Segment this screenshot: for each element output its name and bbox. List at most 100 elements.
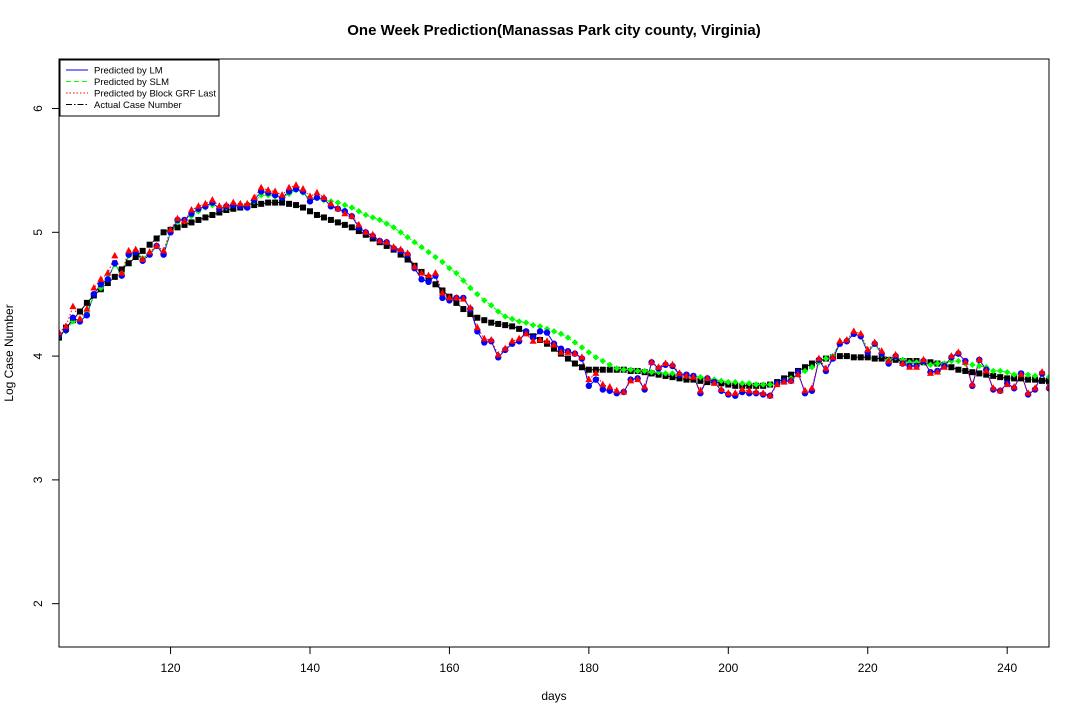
actual-point <box>1039 377 1046 384</box>
grf-point <box>1010 383 1018 390</box>
grf-point <box>285 183 293 191</box>
grf-point <box>383 238 391 245</box>
actual-point <box>181 221 188 228</box>
grf-point <box>794 370 802 378</box>
slm-point <box>801 367 809 375</box>
grf-point <box>599 380 607 388</box>
grf-point <box>153 241 161 249</box>
grf-point <box>1031 384 1039 391</box>
actual-point <box>551 345 557 352</box>
lm-point <box>306 198 314 205</box>
grf-point <box>111 251 119 259</box>
grf-point <box>187 206 195 213</box>
grf-point <box>125 246 133 254</box>
slm-point <box>390 224 397 231</box>
y-tick-label: 4 <box>31 352 45 359</box>
slm-point <box>425 248 432 256</box>
grf-point <box>104 269 112 276</box>
slm-point <box>669 370 676 377</box>
lm-point <box>592 376 600 383</box>
actual-point <box>578 364 585 371</box>
actual-point <box>293 202 300 209</box>
grf-point <box>132 245 140 253</box>
grf-point <box>487 336 495 343</box>
actual-point <box>1046 377 1049 384</box>
grf-point <box>878 347 886 354</box>
actual-point <box>788 371 795 378</box>
grf-point <box>59 328 63 336</box>
grf-point <box>585 375 593 383</box>
grf-point <box>243 199 251 207</box>
x-tick-label: 220 <box>858 661 878 675</box>
slm-point <box>508 315 516 323</box>
slm-point <box>976 362 983 370</box>
grf-point <box>139 255 147 263</box>
grf-point <box>431 269 439 276</box>
actual-point <box>976 370 983 377</box>
actual-point <box>327 216 334 223</box>
grf-point <box>376 236 384 244</box>
y-tick-label: 6 <box>31 105 45 112</box>
actual-point <box>341 221 348 228</box>
grf-point <box>843 336 851 343</box>
slm-point <box>488 302 495 309</box>
actual-point <box>334 219 341 226</box>
grf-point <box>90 284 98 291</box>
grf-point <box>801 386 809 394</box>
actual-point <box>997 374 1004 381</box>
grf-point <box>459 295 467 302</box>
grf-point <box>522 329 530 337</box>
slm-point <box>725 378 732 386</box>
actual-point <box>983 371 990 378</box>
grf-point <box>341 209 349 217</box>
slm-point <box>655 368 662 376</box>
grf-point <box>1038 368 1046 375</box>
lm-point <box>104 276 112 283</box>
lm-point <box>313 194 321 201</box>
grf-point <box>689 373 697 380</box>
grf-point <box>404 249 412 256</box>
x-tick-label: 120 <box>161 661 181 675</box>
slm-point <box>432 253 439 261</box>
slm-point <box>1045 373 1049 381</box>
grf-point <box>989 384 997 391</box>
grf-point <box>752 387 760 395</box>
slm-point <box>460 277 467 284</box>
grf-point <box>975 355 983 363</box>
grf-point <box>620 387 628 395</box>
grf-point <box>271 187 279 194</box>
actual-point <box>955 366 962 373</box>
x-tick-label: 180 <box>579 661 599 675</box>
grf-point <box>710 379 718 386</box>
actual-point <box>286 200 293 207</box>
actual-point <box>704 379 711 386</box>
slm-point <box>481 297 488 304</box>
slm-point <box>927 361 934 368</box>
slm-point <box>585 349 593 356</box>
actual-point <box>1011 375 1018 382</box>
actual-point <box>1025 376 1032 383</box>
slm-point <box>418 243 425 251</box>
lm-point <box>536 328 544 335</box>
plot-frame <box>58 58 1050 648</box>
grf-point <box>550 340 558 348</box>
actual-point <box>300 204 307 211</box>
grf-point <box>815 354 823 362</box>
slm-point <box>362 211 369 219</box>
actual-point <box>432 281 439 288</box>
grf-point <box>745 386 753 394</box>
actual-point <box>460 306 467 313</box>
actual-point <box>76 308 83 315</box>
legend-label: Actual Case Number <box>94 100 182 111</box>
grf-point <box>696 386 704 394</box>
slm-point <box>1031 372 1039 380</box>
actual-point <box>488 319 495 326</box>
grf-point <box>822 364 830 371</box>
grf-point <box>438 288 446 296</box>
slm-point <box>606 361 613 368</box>
grf-point <box>320 193 328 201</box>
slm-point <box>529 321 537 329</box>
grf-point <box>69 302 77 310</box>
grf-point <box>773 380 781 388</box>
